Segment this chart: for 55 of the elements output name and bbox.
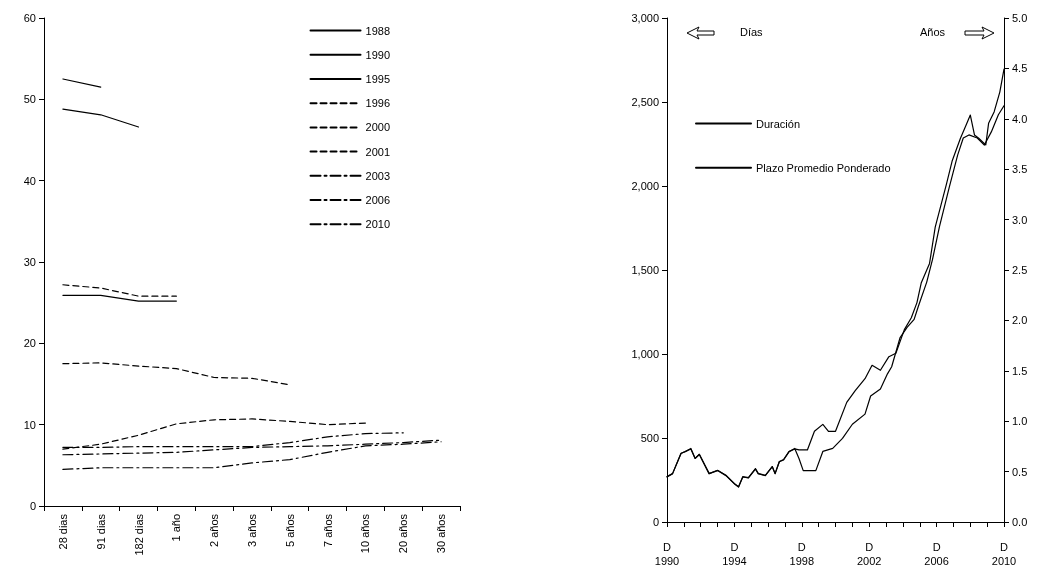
x-tick-label: 30 años xyxy=(435,513,448,554)
y-tick-label: 60 xyxy=(23,12,36,24)
y-tick-label: 1,000 xyxy=(631,348,659,360)
x-tick-label: 20 años xyxy=(397,513,410,554)
y-tick-label: 40 xyxy=(23,174,36,187)
legend-label: 2010 xyxy=(365,218,391,231)
x-tick-label: 2 años xyxy=(208,513,221,548)
legend-label: 2003 xyxy=(365,169,391,182)
legend-label: 1995 xyxy=(365,73,391,85)
y2-tick-label: 4.0 xyxy=(1012,112,1028,125)
y-tick-label: 20 xyxy=(23,337,36,350)
y2-tick-label: 1.5 xyxy=(1012,364,1028,377)
x-tick-label: 182 dias xyxy=(132,513,145,556)
y-tick-label: 1,500 xyxy=(631,264,659,276)
x-tick-label: D 2006 xyxy=(924,541,949,567)
legend-label: 1996 xyxy=(365,97,391,110)
x-tick-label: D 2002 xyxy=(856,541,882,567)
y2-tick-label: 2.0 xyxy=(1012,314,1028,327)
x-tick-label: D 1998 xyxy=(789,541,815,567)
y2-tick-label: 5.0 xyxy=(1012,12,1028,24)
x-tick-label: D 1994 xyxy=(722,541,747,567)
legend-label: Plazo Promedio Ponderado xyxy=(756,161,891,174)
x-tick-label: 91 dias xyxy=(94,513,107,550)
x-tick-label: 10 años xyxy=(359,513,372,554)
y-tick-label: 10 xyxy=(23,418,36,431)
legend-label: 2001 xyxy=(365,145,391,158)
y2-tick-label: 1.0 xyxy=(1012,415,1028,428)
x-tick-label: 5 años xyxy=(283,513,296,548)
y-tick-label: 2,500 xyxy=(631,96,659,108)
y-tick-label: 2,000 xyxy=(631,180,659,192)
x-tick-label: 1 año xyxy=(170,514,183,542)
annotation: Años xyxy=(920,25,946,38)
y-tick-label: 50 xyxy=(23,93,36,106)
y-tick-label: 0 xyxy=(652,516,659,528)
y-tick-label: 30 xyxy=(23,256,36,268)
y-tick-label: 3,000 xyxy=(631,12,659,24)
legend-label: 1990 xyxy=(365,48,391,61)
y2-tick-label: 3.5 xyxy=(1012,163,1028,176)
x-tick-label: 7 años xyxy=(321,513,334,548)
y-tick-label: 0 xyxy=(29,500,36,512)
y2-tick-label: 0.0 xyxy=(1012,516,1028,528)
x-tick-label: 3 años xyxy=(246,513,258,548)
x-tick-label: 28 dias xyxy=(56,513,69,550)
legend-label: 1988 xyxy=(365,24,391,37)
x-tick-label: D 1990 xyxy=(654,541,680,567)
annotation: Días xyxy=(740,25,764,38)
legend-label: Duración xyxy=(756,117,801,130)
y2-tick-label: 3.0 xyxy=(1012,213,1028,226)
x-tick-label: D 2010 xyxy=(991,541,1017,567)
legend-label: 2006 xyxy=(365,194,391,206)
y2-tick-label: 0.5 xyxy=(1012,465,1028,478)
legend-label: 2000 xyxy=(365,121,391,134)
y-tick-label: 500 xyxy=(640,432,659,444)
y2-tick-label: 4.5 xyxy=(1012,62,1028,75)
y2-tick-label: 2.5 xyxy=(1012,264,1028,276)
